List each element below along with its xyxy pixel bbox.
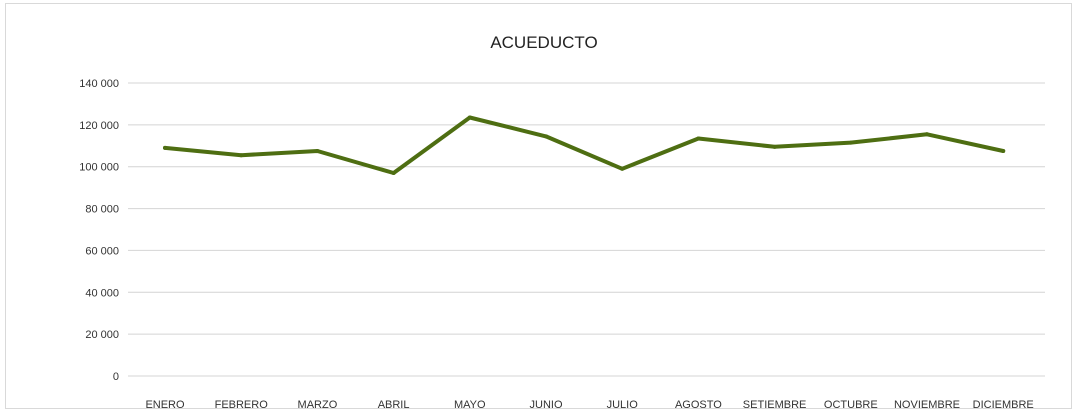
- y-tick-label: 60 000: [85, 245, 119, 257]
- x-tick-label: OCTUBRE: [824, 399, 878, 411]
- x-tick-label: JULIO: [607, 399, 639, 411]
- data-point: [467, 115, 472, 120]
- y-gridlines: [128, 82, 1045, 377]
- x-tick-label: MARZO: [298, 399, 338, 411]
- y-axis-tick-labels: 0 20 000 40 000 60 000 80 000 100 000 120 000 1…: [79, 78, 119, 383]
- data-point: [696, 136, 701, 141]
- y-tick-label: 0: [113, 371, 119, 383]
- data-point: [925, 132, 929, 137]
- series-group: [163, 115, 1006, 175]
- data-point: [391, 170, 396, 175]
- chart-area: [5, 3, 1072, 409]
- x-tick-label: SETIEMBRE: [743, 399, 807, 411]
- data-point: [315, 149, 320, 154]
- x-tick-label: DICIEMBRE: [973, 399, 1034, 411]
- x-tick-label: NOVIEMBRE: [894, 399, 960, 411]
- x-tick-label: MAYO: [454, 399, 486, 411]
- y-tick-label: 20 000: [85, 329, 119, 341]
- data-point: [620, 166, 625, 171]
- data-point: [1001, 149, 1006, 154]
- series-line: [163, 115, 1006, 175]
- x-tick-label: ABRIL: [378, 399, 410, 411]
- data-point: [772, 144, 777, 149]
- x-axis-tick-labels: ENERO FEBRERO MARZO ABRIL MAYO JUNIO JULIO AGOS…: [145, 399, 1033, 411]
- data-point: [239, 153, 244, 158]
- y-tick-label: 100 000: [79, 162, 119, 174]
- x-tick-label: JUNIO: [530, 399, 563, 411]
- x-tick-label: AGOSTO: [675, 399, 722, 411]
- data-point: [544, 134, 548, 139]
- data-point: [163, 145, 167, 150]
- y-tick-label: 80 000: [85, 204, 119, 216]
- x-tick-label: FEBRERO: [215, 399, 269, 411]
- y-tick-label: 40 000: [85, 287, 119, 299]
- x-tick-label: ENERO: [145, 399, 185, 411]
- y-tick-label: 140 000: [79, 78, 119, 90]
- y-tick-label: 120 000: [79, 120, 119, 132]
- chart-title: ACUEDUCTO: [490, 33, 597, 52]
- data-point: [848, 140, 853, 145]
